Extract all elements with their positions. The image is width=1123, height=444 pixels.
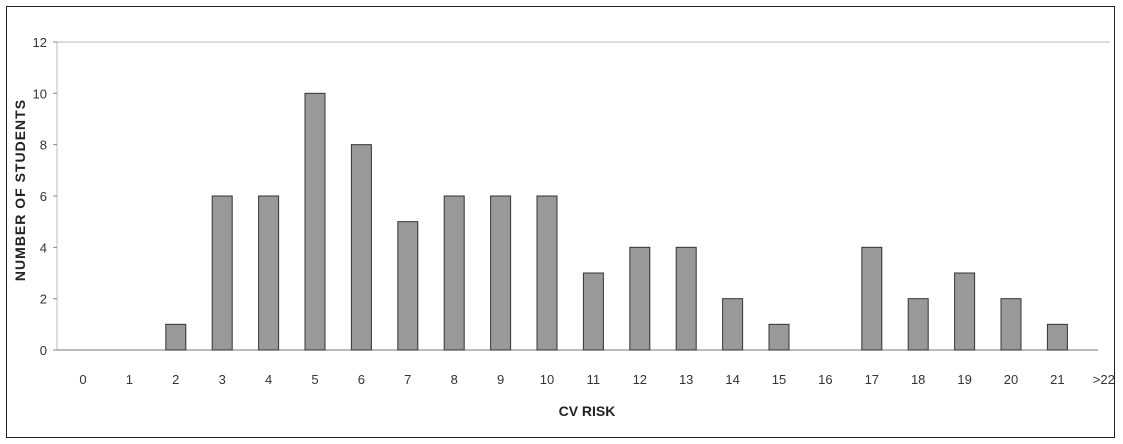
x-tick-label: 1: [126, 372, 133, 387]
bar: [768, 323, 790, 351]
x-tick-label: >22: [1093, 372, 1115, 387]
x-tick-label: 6: [358, 372, 365, 387]
x-tick-label: 21: [1050, 372, 1064, 387]
chart-frame: [6, 6, 1115, 438]
x-axis-ticks: 0 1 2 3 4 5 6 7 8 9 10 11 12 13 14 15 16 17 18 19 20 21 >22: [79, 372, 1114, 387]
y-axis-title: NUMBER OF STUDENTS: [12, 99, 28, 281]
bar: [350, 144, 372, 351]
bar: [1000, 298, 1022, 351]
bar: [954, 272, 976, 351]
x-tick-label: 12: [633, 372, 647, 387]
y-tick-label: 0: [40, 343, 47, 358]
bar: [675, 246, 697, 351]
bar: [443, 195, 465, 351]
y-axis-ticks: 0 2 4 6 8 10 12: [33, 35, 57, 358]
x-tick-label: 20: [1004, 372, 1018, 387]
x-tick-label: 11: [587, 372, 601, 387]
bar: [582, 272, 604, 351]
bar: [165, 323, 187, 351]
x-tick-label: 3: [219, 372, 226, 387]
bar: [861, 246, 883, 351]
bar: [304, 92, 326, 351]
bar: [397, 221, 419, 351]
x-tick-label: 14: [725, 372, 739, 387]
x-tick-label: 2: [172, 372, 179, 387]
x-tick-label: 4: [265, 372, 272, 387]
x-tick-label: 0: [79, 372, 86, 387]
x-tick-label: 9: [497, 372, 504, 387]
x-tick-label: 5: [311, 372, 318, 387]
bar: [211, 195, 233, 351]
y-tick-label: 4: [40, 240, 47, 255]
x-axis-title: CV RISK: [559, 403, 616, 419]
x-tick-label: 8: [451, 372, 458, 387]
x-tick-label: 10: [540, 372, 554, 387]
bar: [536, 195, 558, 351]
bar: [1046, 323, 1068, 351]
bar: [258, 195, 280, 351]
x-tick-label: 15: [772, 372, 786, 387]
x-tick-label: 13: [679, 372, 693, 387]
y-tick-label: 10: [33, 86, 47, 101]
y-tick-label: 12: [33, 35, 47, 50]
x-tick-label: 16: [818, 372, 832, 387]
bar: [490, 195, 512, 351]
bar: [907, 298, 929, 351]
bars: [165, 92, 1068, 351]
x-tick-label: 18: [911, 372, 925, 387]
bar: [629, 246, 651, 351]
y-tick-label: 6: [40, 189, 47, 204]
x-tick-label: 17: [865, 372, 879, 387]
y-tick-label: 8: [40, 138, 47, 153]
y-tick-label: 2: [40, 292, 47, 307]
x-tick-label: 19: [957, 372, 971, 387]
bar: [722, 298, 744, 351]
x-tick-label: 7: [404, 372, 411, 387]
